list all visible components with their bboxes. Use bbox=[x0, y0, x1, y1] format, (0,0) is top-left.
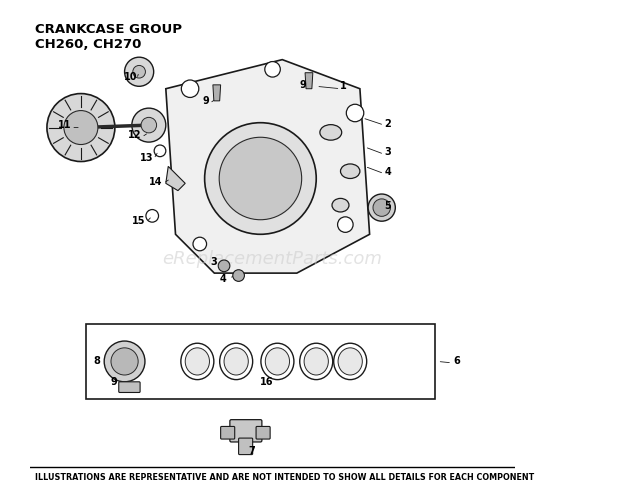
Polygon shape bbox=[166, 166, 185, 191]
Text: 1: 1 bbox=[340, 81, 347, 91]
Text: 9: 9 bbox=[110, 377, 117, 387]
Circle shape bbox=[232, 270, 244, 282]
Ellipse shape bbox=[224, 348, 248, 375]
Circle shape bbox=[132, 108, 166, 142]
Circle shape bbox=[205, 122, 316, 234]
Text: 6: 6 bbox=[454, 356, 460, 366]
Circle shape bbox=[47, 94, 115, 162]
Text: 9: 9 bbox=[202, 96, 209, 106]
Ellipse shape bbox=[185, 348, 210, 375]
Ellipse shape bbox=[219, 343, 253, 380]
Circle shape bbox=[219, 137, 302, 220]
Polygon shape bbox=[213, 85, 221, 101]
Ellipse shape bbox=[334, 343, 366, 380]
Ellipse shape bbox=[304, 348, 329, 375]
Circle shape bbox=[265, 61, 280, 77]
FancyBboxPatch shape bbox=[239, 438, 253, 455]
Text: 16: 16 bbox=[260, 377, 273, 387]
Text: 9: 9 bbox=[299, 80, 306, 90]
Ellipse shape bbox=[338, 348, 362, 375]
Circle shape bbox=[181, 80, 199, 98]
Text: 7: 7 bbox=[249, 446, 255, 456]
Circle shape bbox=[111, 348, 138, 375]
Ellipse shape bbox=[265, 348, 290, 375]
Text: 4: 4 bbox=[384, 167, 391, 177]
Circle shape bbox=[104, 341, 145, 382]
Text: 4: 4 bbox=[219, 274, 226, 284]
Circle shape bbox=[154, 145, 166, 157]
Circle shape bbox=[193, 237, 206, 251]
Ellipse shape bbox=[299, 343, 333, 380]
Circle shape bbox=[146, 209, 159, 222]
FancyBboxPatch shape bbox=[230, 420, 262, 442]
Text: 12: 12 bbox=[128, 130, 141, 140]
Circle shape bbox=[64, 111, 98, 144]
FancyBboxPatch shape bbox=[221, 427, 235, 439]
Polygon shape bbox=[166, 60, 370, 273]
Circle shape bbox=[368, 194, 396, 221]
Circle shape bbox=[347, 104, 364, 122]
FancyBboxPatch shape bbox=[256, 427, 270, 439]
Ellipse shape bbox=[320, 124, 342, 140]
Text: 14: 14 bbox=[149, 177, 163, 187]
Ellipse shape bbox=[332, 199, 349, 212]
Circle shape bbox=[133, 65, 146, 78]
Text: 2: 2 bbox=[384, 119, 391, 129]
Text: CRANKCASE GROUP: CRANKCASE GROUP bbox=[35, 23, 182, 36]
Circle shape bbox=[218, 260, 230, 272]
Text: CH260, CH270: CH260, CH270 bbox=[35, 38, 141, 51]
Circle shape bbox=[125, 57, 154, 86]
Text: 3: 3 bbox=[384, 147, 391, 157]
Circle shape bbox=[141, 117, 157, 133]
FancyBboxPatch shape bbox=[119, 382, 140, 392]
Ellipse shape bbox=[261, 343, 294, 380]
Text: eReplacementParts.com: eReplacementParts.com bbox=[162, 249, 383, 267]
Text: 8: 8 bbox=[94, 356, 100, 366]
Text: 5: 5 bbox=[384, 201, 391, 211]
Text: 15: 15 bbox=[133, 216, 146, 226]
Polygon shape bbox=[305, 73, 313, 89]
Ellipse shape bbox=[340, 164, 360, 179]
Ellipse shape bbox=[181, 343, 214, 380]
Text: 3: 3 bbox=[210, 258, 217, 267]
Circle shape bbox=[337, 217, 353, 232]
Text: ILLUSTRATIONS ARE REPRESENTATIVE AND ARE NOT INTENDED TO SHOW ALL DETAILS FOR EA: ILLUSTRATIONS ARE REPRESENTATIVE AND ARE… bbox=[35, 473, 534, 482]
Text: 13: 13 bbox=[140, 153, 153, 163]
Text: 11: 11 bbox=[58, 120, 72, 130]
Circle shape bbox=[373, 199, 391, 216]
FancyBboxPatch shape bbox=[86, 324, 435, 399]
Text: 10: 10 bbox=[124, 72, 138, 81]
